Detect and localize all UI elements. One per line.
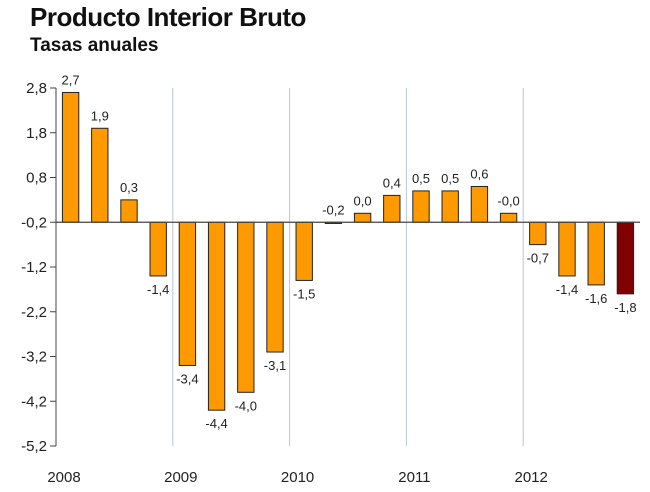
x-year-label: 2009 [164, 469, 197, 486]
bar [558, 221, 576, 277]
bar-data-label: -1,8 [614, 300, 636, 315]
x-year-label: 2010 [281, 469, 314, 486]
x-year-label: 2008 [47, 469, 80, 486]
bar [295, 221, 313, 281]
bar [178, 221, 197, 366]
bar-data-label: 0,4 [383, 175, 401, 190]
bar [91, 127, 109, 223]
bar [149, 221, 167, 277]
bar [383, 194, 401, 223]
y-tick-label: -1,2 [21, 259, 47, 276]
bar [412, 190, 430, 223]
bar-data-label: -1,4 [147, 282, 169, 297]
bar-data-label: -4,0 [235, 398, 257, 413]
y-tick-label: 2,8 [26, 80, 47, 97]
y-tick-label: 1,8 [26, 125, 47, 142]
y-tick-label: -0,2 [21, 214, 47, 231]
bar [353, 212, 372, 223]
y-tick-label: -5,2 [21, 438, 47, 455]
y-tick-label: -2,2 [21, 304, 47, 321]
bar [616, 221, 635, 295]
bar [237, 221, 255, 393]
bar-data-label: -0,0 [497, 193, 519, 208]
bar-data-label: -3,4 [176, 371, 198, 386]
bar-data-label: 0,6 [470, 166, 488, 181]
y-tick-label: -4,2 [21, 393, 47, 410]
bar [470, 185, 489, 223]
bar [61, 91, 80, 223]
bar-data-label: 0,5 [412, 171, 430, 186]
bar [120, 199, 138, 223]
bar-data-label: 2,7 [62, 72, 80, 87]
bar [207, 221, 226, 411]
y-tick-label: 0,8 [26, 170, 47, 187]
chart-subtitle: Tasas anuales [30, 35, 159, 56]
bar-data-label: -1,4 [556, 282, 578, 297]
bar [529, 221, 547, 246]
x-year-label: 2011 [398, 469, 430, 486]
bar [499, 212, 518, 223]
x-year-label: 2012 [515, 469, 548, 486]
bar-data-label: 1,9 [91, 108, 109, 123]
bar-data-label: 0,5 [441, 171, 459, 186]
bar-data-label: -1,5 [293, 286, 315, 301]
bar [441, 190, 459, 223]
y-tick-label: -3,2 [21, 349, 47, 366]
bar-data-label: -0,2 [322, 202, 344, 217]
bar [587, 221, 605, 286]
bar-data-label: 0,0 [354, 193, 372, 208]
bar [266, 221, 284, 353]
chart-title: Producto Interior Bruto [30, 2, 306, 32]
bar-data-label: -0,7 [527, 251, 549, 266]
bar-data-label: -3,1 [264, 358, 286, 373]
bar-data-label: -4,4 [205, 416, 227, 431]
bar-data-label: -1,6 [585, 291, 607, 306]
bar-data-label: 0,3 [120, 180, 138, 195]
